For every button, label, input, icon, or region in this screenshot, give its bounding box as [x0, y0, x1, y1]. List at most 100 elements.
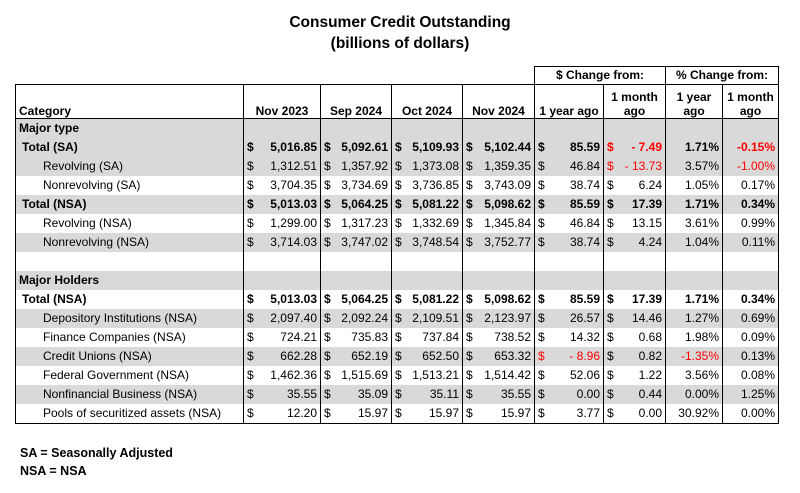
- pct-cell: 0.11%: [722, 233, 779, 252]
- value-cell: $0.00: [534, 385, 604, 404]
- cell-value: 5,064.25: [341, 292, 388, 306]
- currency-symbol: $: [538, 140, 545, 154]
- currency-symbol: $: [395, 368, 402, 382]
- cell-value: 735.83: [351, 330, 388, 344]
- value-cell: $26.57: [534, 309, 604, 328]
- empty-cell: [15, 252, 244, 271]
- currency-symbol: $: [466, 235, 473, 249]
- currency-symbol: $: [607, 178, 614, 192]
- currency-symbol: $: [247, 292, 254, 306]
- cell-value: 14.32: [569, 330, 600, 344]
- row-label: Finance Companies (NSA): [15, 328, 244, 347]
- value-cell: $1,462.36: [243, 366, 321, 385]
- empty-cell: [391, 271, 463, 290]
- cell-value: 0.68: [638, 330, 662, 344]
- cell-value: 3,752.77: [484, 235, 531, 249]
- row-label: Revolving (SA): [15, 157, 244, 176]
- currency-symbol: $: [395, 292, 402, 306]
- section-label: Major Holders: [15, 271, 244, 290]
- cell-value: 724.21: [280, 330, 317, 344]
- cell-value: 14.46: [631, 311, 662, 325]
- currency-symbol: $: [324, 349, 331, 363]
- pct-cell: -1.00%: [722, 157, 779, 176]
- currency-symbol: $: [395, 349, 402, 363]
- cell-value: 3.77: [576, 406, 600, 420]
- empty-cell: [665, 118, 723, 138]
- section-label: Major type: [15, 118, 244, 138]
- pct-cell: 30.92%: [665, 404, 723, 424]
- value-cell: $14.46: [603, 309, 666, 328]
- currency-symbol: $: [607, 216, 614, 230]
- cell-value: 5,109.93: [412, 140, 459, 154]
- value-cell: $1,515.69: [320, 366, 392, 385]
- cell-value: 35.09: [357, 387, 388, 401]
- value-cell: $2,109.51: [391, 309, 463, 328]
- value-cell: $5,064.25: [320, 195, 392, 214]
- currency-symbol: $: [247, 159, 254, 173]
- cell-value: 737.84: [422, 330, 459, 344]
- row-label: Pools of securitized assets (NSA): [15, 404, 244, 424]
- cell-value: 2,123.97: [484, 311, 531, 325]
- cell-value: 13.15: [631, 216, 662, 230]
- value-cell: $652.50: [391, 347, 463, 366]
- pct-cell: 0.17%: [722, 176, 779, 195]
- currency-symbol: $: [466, 140, 473, 154]
- cell-value: 4.24: [638, 235, 662, 249]
- pct-cell: 3.57%: [665, 157, 723, 176]
- value-cell: $3,752.77: [462, 233, 535, 252]
- empty-cell: [320, 271, 392, 290]
- value-cell: $737.84: [391, 328, 463, 347]
- table-row: Finance Companies (NSA) $724.21 $735.83 $73…: [15, 328, 779, 347]
- pct-cell: 0.08%: [722, 366, 779, 385]
- value-cell: $13.15: [603, 214, 666, 233]
- table-subtitle: (billions of dollars): [330, 35, 470, 52]
- footnote-nsa: NSA = NSA: [20, 464, 87, 478]
- row-label: Revolving (NSA): [15, 214, 244, 233]
- pct-cell: 1.04%: [665, 233, 723, 252]
- cell-value: - 7.49: [631, 140, 662, 154]
- empty-cell: [462, 252, 535, 271]
- value-cell: $5,064.25: [320, 290, 392, 309]
- currency-symbol: $: [247, 406, 254, 420]
- pct-cell: 1.27%: [665, 309, 723, 328]
- value-cell: $3,748.54: [391, 233, 463, 252]
- currency-symbol: $: [395, 235, 402, 249]
- cell-value: 1,373.08: [412, 159, 459, 173]
- currency-symbol: $: [247, 235, 254, 249]
- empty-cell: [603, 252, 666, 271]
- cell-value: 1,312.51: [270, 159, 317, 173]
- empty-cell: [462, 118, 535, 138]
- currency-symbol: $: [466, 178, 473, 192]
- value-cell: $5,016.85: [243, 138, 321, 157]
- cell-value: 85.59: [569, 140, 600, 154]
- pct-cell: 1.71%: [665, 138, 723, 157]
- currency-symbol: $: [395, 330, 402, 344]
- value-cell: $5,013.03: [243, 290, 321, 309]
- empty-cell: [603, 271, 666, 290]
- cell-value: 2,097.40: [270, 311, 317, 325]
- row-label: Nonrevolving (SA): [15, 176, 244, 195]
- currency-symbol: $: [466, 406, 473, 420]
- value-cell: $15.97: [320, 404, 392, 424]
- value-cell: $3,714.03: [243, 233, 321, 252]
- cell-value: 5,098.62: [484, 292, 531, 306]
- cell-value: 5,064.25: [341, 197, 388, 211]
- value-cell: $38.74: [534, 176, 604, 195]
- currency-symbol: $: [538, 349, 545, 363]
- currency-symbol: $: [247, 368, 254, 382]
- cell-value: 1.22: [638, 368, 662, 382]
- cell-value: 1,359.35: [484, 159, 531, 173]
- value-cell: $5,098.62: [462, 195, 535, 214]
- pct-cell: 1.98%: [665, 328, 723, 347]
- cell-value: 5,092.61: [341, 140, 388, 154]
- currency-symbol: $: [538, 197, 545, 211]
- pct-cell: 1.25%: [722, 385, 779, 404]
- pct-cell: -0.15%: [722, 138, 779, 157]
- value-cell: $5,081.22: [391, 195, 463, 214]
- currency-symbol: $: [466, 216, 473, 230]
- currency-symbol: $: [466, 387, 473, 401]
- value-cell: $1,513.21: [391, 366, 463, 385]
- currency-symbol: $: [324, 292, 331, 306]
- pct-cell: 3.61%: [665, 214, 723, 233]
- pct-cell: 0.34%: [722, 290, 779, 309]
